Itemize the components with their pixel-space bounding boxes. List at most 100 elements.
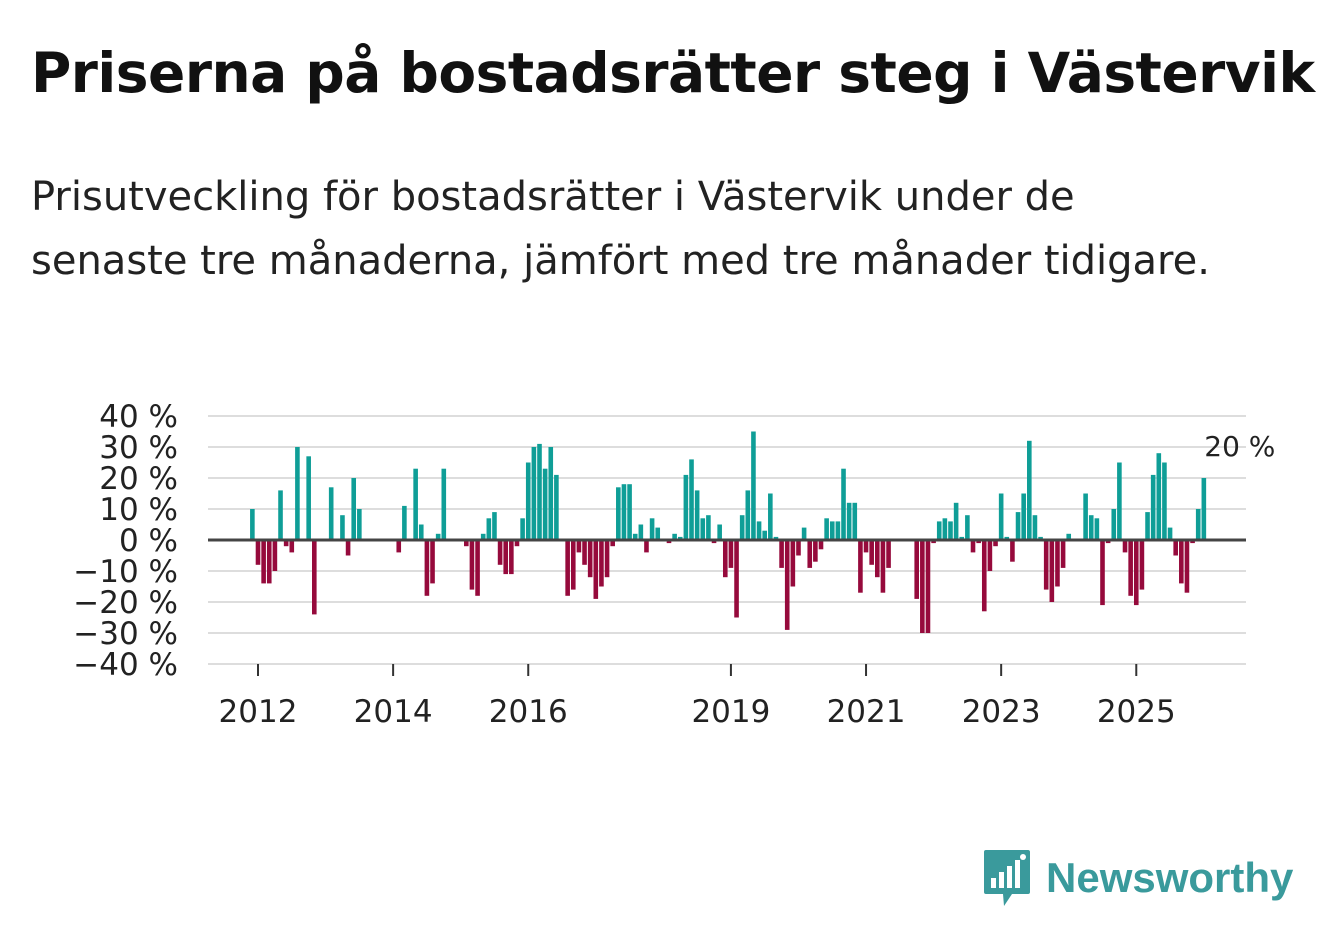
bar bbox=[1195, 509, 1201, 540]
bar bbox=[987, 540, 993, 571]
y-tick-label: −30 % bbox=[73, 616, 178, 652]
bar bbox=[751, 431, 756, 540]
bar bbox=[621, 484, 627, 540]
bar bbox=[796, 540, 801, 556]
bar bbox=[717, 524, 722, 540]
bar bbox=[1027, 440, 1032, 540]
bar bbox=[1111, 509, 1117, 540]
bar bbox=[1100, 540, 1105, 606]
bar bbox=[1128, 540, 1133, 596]
bar bbox=[441, 468, 447, 540]
chart-title: Priserna på bostadsrätter steg i Västerv… bbox=[31, 41, 1315, 105]
bar bbox=[1004, 536, 1010, 540]
bar bbox=[728, 540, 734, 568]
x-tick-label: 2014 bbox=[354, 694, 433, 730]
bar bbox=[965, 515, 970, 540]
bar bbox=[790, 540, 796, 587]
bar bbox=[829, 521, 835, 540]
bar bbox=[1190, 540, 1195, 544]
bar bbox=[272, 540, 278, 571]
bars bbox=[208, 431, 1246, 633]
bar bbox=[818, 540, 824, 550]
bar bbox=[312, 540, 317, 615]
y-tick-label: −10 % bbox=[73, 554, 178, 590]
y-tick-label: 10 % bbox=[99, 492, 178, 528]
bar bbox=[880, 540, 886, 593]
bar bbox=[756, 521, 762, 540]
bar bbox=[632, 533, 638, 540]
bar bbox=[492, 512, 497, 540]
bar bbox=[475, 540, 480, 596]
bar bbox=[677, 536, 683, 540]
bar bbox=[480, 533, 486, 540]
x-tick-label: 2021 bbox=[827, 694, 906, 730]
bar bbox=[497, 540, 503, 565]
bar bbox=[396, 540, 402, 553]
brand-name: Newsworthy bbox=[1046, 854, 1294, 901]
bar bbox=[1201, 478, 1207, 540]
bar bbox=[931, 540, 936, 544]
bar bbox=[340, 515, 345, 540]
chart-subtitle: Prisutveckling för bostadsrätter i Väste… bbox=[31, 174, 1210, 284]
x-tick-label: 2025 bbox=[1097, 694, 1176, 730]
bar bbox=[525, 462, 531, 540]
bar bbox=[768, 493, 773, 540]
bar bbox=[531, 447, 537, 540]
bar bbox=[948, 521, 953, 540]
bar bbox=[418, 524, 424, 540]
bar bbox=[852, 502, 858, 540]
bar bbox=[1105, 540, 1111, 544]
bar bbox=[959, 536, 965, 540]
bar bbox=[1162, 462, 1167, 540]
bar bbox=[576, 540, 582, 553]
bar bbox=[807, 540, 813, 568]
bar bbox=[520, 518, 525, 540]
bar bbox=[587, 540, 593, 578]
bar bbox=[599, 540, 604, 587]
bar bbox=[1139, 540, 1145, 590]
bar bbox=[1156, 453, 1162, 540]
bar bbox=[402, 505, 407, 540]
bar bbox=[875, 540, 880, 578]
bar bbox=[846, 502, 852, 540]
bar bbox=[464, 540, 469, 547]
bar bbox=[289, 540, 295, 553]
latest-value-label: 20 % bbox=[1204, 430, 1275, 463]
x-tick-label: 2023 bbox=[962, 694, 1041, 730]
y-tick-label: 30 % bbox=[99, 430, 178, 466]
bar bbox=[1066, 533, 1072, 540]
bar bbox=[1015, 512, 1021, 540]
bar bbox=[1043, 540, 1049, 590]
bar bbox=[739, 515, 745, 540]
bar bbox=[514, 540, 520, 547]
bar bbox=[1094, 518, 1100, 540]
bar bbox=[953, 502, 959, 540]
bar bbox=[700, 518, 706, 540]
bar bbox=[1021, 493, 1026, 540]
bar bbox=[920, 540, 925, 633]
bar bbox=[250, 509, 255, 540]
bar bbox=[706, 515, 711, 540]
x-tick-label: 2019 bbox=[691, 694, 770, 730]
bar bbox=[1173, 540, 1178, 556]
bar bbox=[694, 490, 700, 540]
bar bbox=[328, 487, 334, 540]
bar bbox=[255, 540, 261, 565]
bar bbox=[554, 474, 559, 540]
bar bbox=[1133, 540, 1139, 606]
bar bbox=[1184, 540, 1190, 593]
bar bbox=[1122, 540, 1128, 553]
bar bbox=[925, 540, 931, 633]
bar bbox=[570, 540, 576, 590]
bar bbox=[745, 490, 751, 540]
bar bbox=[357, 509, 362, 540]
bar bbox=[1117, 462, 1122, 540]
bar bbox=[1049, 540, 1055, 602]
bar bbox=[649, 518, 655, 540]
bar bbox=[548, 447, 554, 540]
bar bbox=[711, 540, 717, 544]
bar bbox=[886, 540, 891, 568]
bar bbox=[469, 540, 475, 590]
bar bbox=[734, 540, 739, 618]
bar bbox=[1167, 527, 1173, 540]
